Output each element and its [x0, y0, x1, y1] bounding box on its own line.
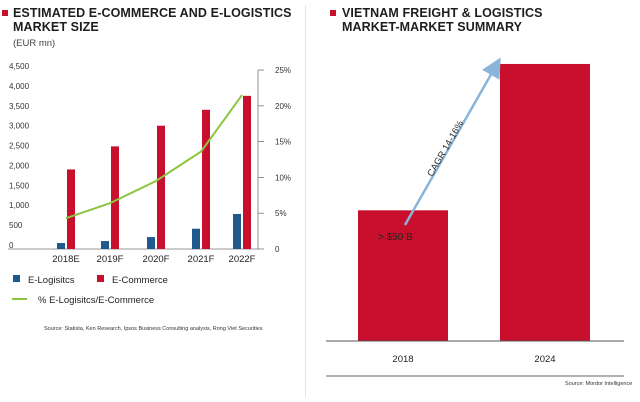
left-x-tick-label: 2018E — [52, 254, 79, 265]
legend-label-percent: % E-Logisitcs/E-Commerce — [38, 295, 154, 306]
left-y2-tick-label: 25% — [275, 66, 291, 75]
left-y2-tick-label: 15% — [275, 138, 291, 147]
left-y-tick-label: 4,500 — [9, 62, 30, 71]
left-y-tick-label: 2,000 — [9, 161, 30, 170]
right-bars — [358, 63, 590, 342]
right-chart: 2018 2024 CAGR 14-16% > $50 B — [326, 57, 624, 377]
left-y2-tick-label: 5% — [275, 209, 287, 218]
cagr-arrow — [403, 57, 501, 226]
left-x-tick-label: 2020F — [143, 254, 170, 265]
legend-swatch-e-logistics — [13, 275, 20, 282]
bar-e-logistics-2019F — [101, 241, 109, 249]
bar-e-commerce-2019F — [111, 146, 119, 249]
left-y-tick-label: 4,000 — [9, 82, 30, 91]
right-x-tick-label: 2024 — [534, 354, 555, 365]
right-chart-title-line2: MARKET-MARKET SUMMARY — [342, 20, 523, 34]
bar-e-logistics-2021F — [192, 228, 200, 249]
left-chart-title-line2: MARKET SIZE — [13, 20, 99, 34]
right-title-marker — [330, 10, 336, 16]
left-y2-axis-ticks: 25% 20% 15% 10% 5% 0 — [275, 66, 291, 254]
bar-2024 — [500, 63, 590, 342]
right-x-axis-labels: 2018 2024 — [392, 354, 555, 365]
left-y-axis-ticks: 4,500 4,000 3,500 3,000 2,500 2,000 1,500 1,000… — [9, 62, 30, 250]
left-chart-unit: (EUR mn) — [13, 38, 56, 49]
left-y2-tick-label: 0 — [275, 245, 280, 254]
annotation-2018-value: > $50 B — [378, 232, 413, 243]
bar-e-commerce-2018E — [67, 169, 75, 249]
left-source-note: Source: Statista, Ken Research, Ipsos Bu… — [44, 326, 263, 332]
left-chart: 4,500 4,000 3,500 3,000 2,500 2,000 1,500 1,000… — [8, 62, 291, 306]
bar-e-logistics-2022F — [233, 213, 241, 249]
legend-label-e-commerce: E-Commerce — [112, 275, 168, 286]
left-y-tick-label: 3,000 — [9, 122, 30, 131]
legend-swatch-e-commerce — [97, 275, 104, 282]
left-bars — [57, 95, 251, 250]
left-y-tick-label: 2,500 — [9, 142, 30, 151]
left-x-tick-label: 2019F — [97, 254, 124, 265]
left-chart-title: ESTIMATED E-COMMERCE AND E-LOGISTICS MAR… — [13, 6, 313, 34]
right-chart-title-line1: VIETNAM FREIGHT & LOGISTICS — [342, 6, 543, 20]
left-y-tick-label: 1,500 — [9, 181, 30, 190]
bar-e-commerce-2021F — [202, 109, 210, 250]
left-y-tick-label: 500 — [9, 221, 23, 230]
right-x-tick-label: 2018 — [392, 354, 413, 365]
bar-e-logistics-2018E — [57, 243, 65, 249]
bar-e-commerce-2022F — [243, 95, 251, 249]
panel-divider — [305, 5, 306, 397]
left-chart-title-line1: ESTIMATED E-COMMERCE AND E-LOGISTICS — [13, 6, 292, 20]
left-x-tick-label: 2022F — [229, 254, 256, 265]
left-y-tick-label: 3,500 — [9, 102, 30, 111]
bar-e-commerce-2020F — [157, 125, 165, 249]
left-y2-tick-label: 20% — [275, 102, 291, 111]
left-y2-tick-marks — [258, 69, 264, 250]
bar-e-logistics-2020F — [147, 237, 155, 249]
cagr-label: CAGR 14-16% — [425, 118, 466, 178]
left-y-tick-label: 0 — [9, 241, 14, 250]
right-source-note: Source: Mordor Intelligence — [565, 381, 633, 387]
legend-label-e-logistics: E-Logisitcs — [28, 275, 75, 286]
left-x-axis-labels: 2018E 2019F 2020F 2021F 2022F — [52, 254, 255, 265]
left-y-tick-label: 1,000 — [9, 201, 30, 210]
right-chart-title: VIETNAM FREIGHT & LOGISTICS MARKET-MARKE… — [342, 6, 632, 34]
left-title-marker — [2, 10, 8, 16]
bar-2018 — [358, 210, 448, 341]
left-x-tick-label: 2021F — [188, 254, 215, 265]
left-y2-tick-label: 10% — [275, 173, 291, 182]
percent-line — [65, 94, 243, 220]
